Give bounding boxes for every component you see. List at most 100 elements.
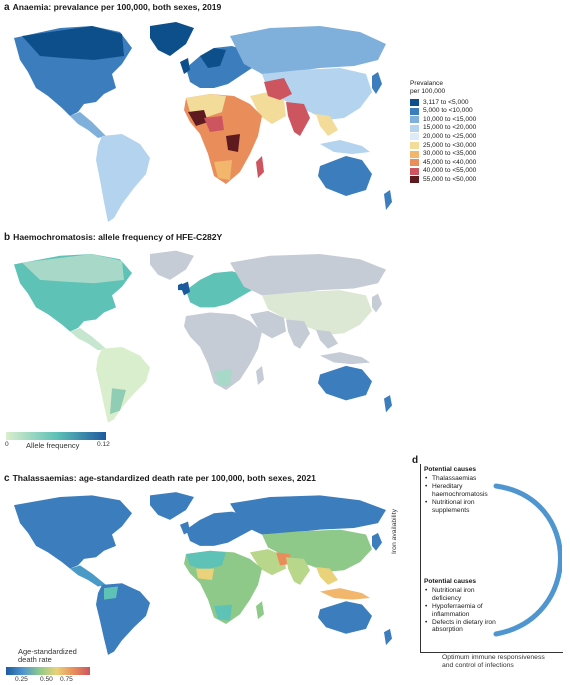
region-indonesia [320, 140, 370, 154]
legend-swatch [410, 150, 419, 158]
legend-anaemia-item: 10,000 to <15,000 [410, 115, 476, 124]
region-central-asia [264, 78, 292, 100]
immune-iron-curve [493, 483, 562, 637]
region-canada [22, 26, 124, 60]
map-haemochromatosis [14, 250, 392, 423]
region-south-america [96, 346, 150, 423]
legend-swatch [410, 107, 419, 115]
region-australia [318, 601, 372, 634]
legend-anaemia-label: 10,000 to <15,000 [423, 115, 477, 123]
region-north-africa [186, 550, 226, 571]
region-central-america [70, 565, 106, 587]
legend-thalassaemias-gradient [6, 667, 90, 675]
legend-anaemia-title-1: Prevalance [410, 80, 443, 87]
legend-anaemia-item: 3,117 to <5,000 [410, 98, 476, 107]
panel-c-letter: c [4, 473, 10, 484]
cause-thalassaemias: Thalassaemias [425, 475, 496, 483]
legend-swatch [410, 98, 419, 106]
legend-swatch [410, 167, 419, 175]
region-new-zealand [384, 395, 392, 413]
panel-b-letter: b [4, 232, 11, 243]
legend-anaemia-label: 3,117 to <5,000 [423, 98, 469, 106]
region-russia [230, 254, 386, 296]
legend-anaemia-label: 55,000 to <50,000 [423, 176, 477, 183]
region-central-america [70, 112, 106, 138]
panel-a-title: a Anaemia: prevalance per 100,000, both s… [4, 2, 221, 13]
legend-anaemia-item: 25,000 to <30,000 [410, 141, 476, 150]
region-greenland [150, 22, 194, 56]
map-thalassaemias [14, 492, 392, 655]
cause-nutritional-iron-deficiency: Nutritional iron deficiency [425, 587, 496, 603]
cause-hereditary-haemochromatosis: Hereditary haemochromatosis [425, 483, 496, 499]
panel-a-letter: a [4, 2, 10, 13]
region-australia [318, 365, 372, 401]
region-russia [230, 26, 386, 74]
region-east-africa-dark [226, 134, 240, 152]
region-japan [372, 532, 382, 551]
panel-c-title: c Thalassaemias: age-standardized death r… [4, 473, 316, 484]
legend-haemo-min: 0 [5, 441, 9, 448]
map-anaemia [14, 22, 392, 222]
legend-anaemia-title-2: per 100,000 [410, 87, 446, 95]
region-greenland [150, 250, 194, 280]
panel-d-title: d [412, 455, 421, 466]
region-madagascar [256, 601, 264, 620]
region-russia [230, 495, 386, 535]
legend-haemochromatosis-gradient [6, 432, 106, 440]
legend-anaemia-item: 15,000 to <20,000 [410, 124, 476, 133]
legend-swatch [410, 116, 419, 124]
legend-anaemia-label: 30,000 to <35,000 [423, 150, 477, 158]
region-west-africa [196, 568, 214, 581]
cause-nutritional-iron-supplements: Nutritional iron supplements [425, 499, 496, 515]
legend-swatch [410, 159, 419, 167]
region-southern-africa [214, 369, 232, 387]
legend-thal-title-1: Age-standardized [18, 647, 77, 656]
legend-swatch [410, 176, 419, 184]
region-indonesia [320, 588, 370, 600]
region-indonesia [320, 352, 370, 365]
potential-causes-high-heading: Potential causes [424, 466, 477, 473]
region-ireland [178, 283, 182, 291]
legend-anaemia-label: 20,000 to <25,000 [423, 133, 477, 141]
legend-anaemia-item: 55,000 to <50,000 [410, 176, 476, 185]
legend-anaemia-item: 30,000 to <35,000 [410, 150, 476, 159]
panel-a-title-text: Anaemia: prevalance per 100,000, both se… [12, 2, 222, 12]
legend-anaemia-label: 5,000 to <10,000 [423, 107, 473, 115]
legend-anaemia-item: 40,000 to <55,000 [410, 167, 476, 176]
legend-thal-tick-1: 0.25 [15, 676, 28, 683]
region-southern-africa [214, 160, 232, 180]
legend-swatch [410, 133, 419, 141]
region-north-america [14, 495, 132, 569]
region-central-america [70, 328, 106, 351]
region-canada [22, 254, 124, 284]
legend-thal-tick-2: 0.50 [40, 676, 53, 683]
legend-thal-title-2: death rate [18, 655, 52, 665]
panel-d-axes [420, 464, 563, 653]
legend-thal-tick-3: 0.75 [60, 676, 73, 683]
region-australia [318, 156, 372, 196]
panel-b-title-text: Haemochromatosis: allele frequency of HF… [13, 232, 223, 242]
panel-d-letter: d [412, 455, 419, 466]
legend-haemo-label: Allele frequency [26, 441, 80, 450]
panel-d-curve-svg [493, 483, 562, 637]
potential-causes-low: Potential causes Nutritional iron defici… [424, 578, 496, 634]
panel-d-y-axis-label: Iron availability [390, 509, 398, 554]
legend-anaemia-label: 25,000 to <30,000 [423, 141, 477, 149]
panel-b-title: b Haemochromatosis: allele frequency of H… [4, 232, 222, 243]
legend-anaemia-label: 45,000 to <40,000 [423, 158, 477, 166]
region-west-africa-dark [188, 110, 208, 126]
panel-d-x-axis-label-2: and control of infections [442, 661, 514, 669]
region-madagascar [256, 156, 264, 178]
panel-d: d Iron availability Potential causes Tha… [391, 455, 563, 670]
region-south-america [96, 134, 150, 222]
legend-anaemia-item: 20,000 to <25,000 [410, 133, 476, 142]
panel-d-x-axis-label-1: Optimum immune responsiveness [442, 654, 545, 661]
potential-causes-low-heading: Potential causes [424, 578, 477, 585]
region-japan [372, 72, 382, 94]
cause-hypoferraemia: Hypoferraemia of inflammation [425, 603, 496, 619]
region-japan [372, 293, 382, 313]
legend-swatch [410, 141, 419, 149]
legend-swatch [410, 124, 419, 132]
region-southern-africa [214, 604, 232, 621]
panel-c-title-text: Thalassaemias: age-standardized death ra… [12, 473, 316, 483]
